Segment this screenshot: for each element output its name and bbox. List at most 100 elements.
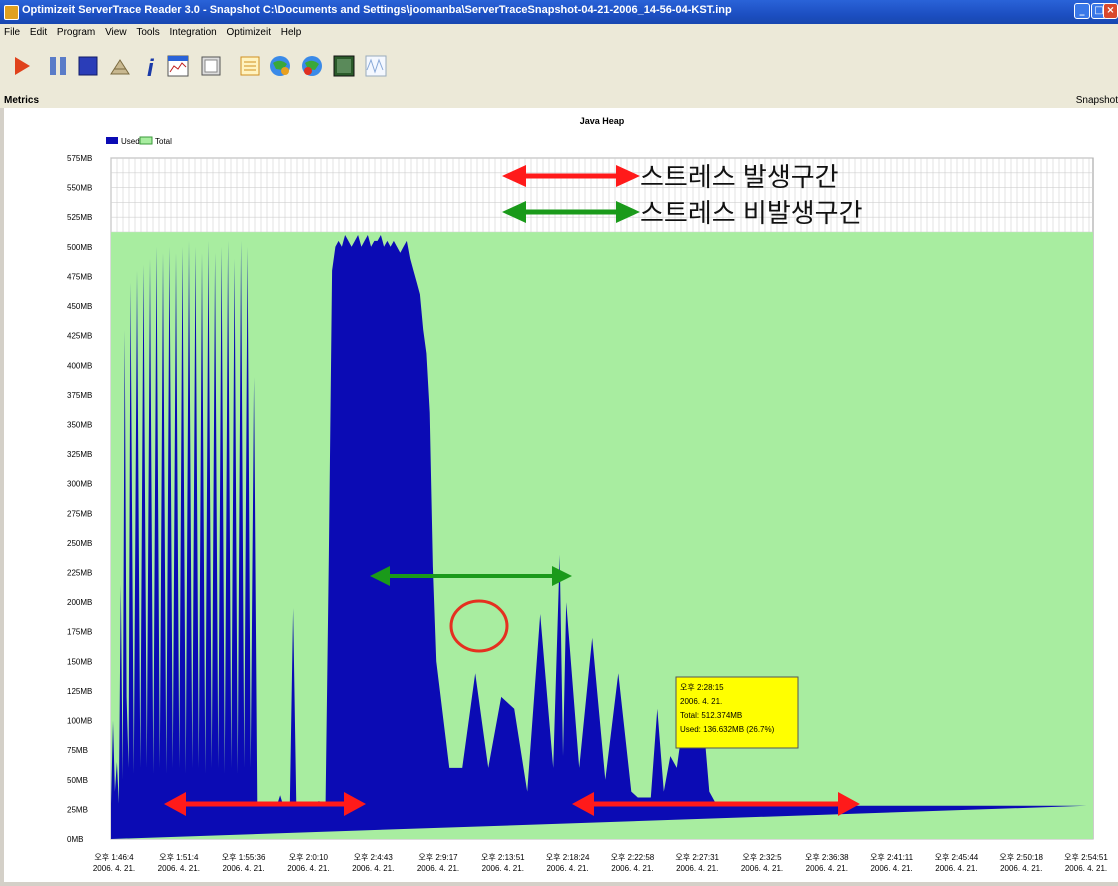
stress-arrow-bottom-left-rhead — [344, 792, 366, 816]
y-tick-label: 425MB — [67, 332, 92, 341]
metrics-bar: Metrics Snapshot — [0, 90, 1118, 108]
tooltip-line-3: Total: 512.374MB — [680, 711, 742, 720]
snapshot-icon[interactable] — [199, 54, 223, 78]
x-tick-time: 오후 2:32:5 — [742, 853, 782, 862]
y-tick-label: 500MB — [67, 243, 92, 252]
legend-used-label: Used — [121, 137, 140, 146]
y-tick-label: 200MB — [67, 598, 92, 607]
stress-arrow-top-left-head — [502, 165, 526, 187]
x-tick-time: 오후 2:18:24 — [546, 853, 590, 862]
y-tick-label: 225MB — [67, 569, 92, 578]
y-tick-label: 150MB — [67, 657, 92, 666]
menu-view[interactable]: View — [105, 27, 127, 38]
x-tick-date: 2006. 4. 21. — [611, 864, 653, 873]
play-icon[interactable] — [10, 54, 34, 78]
x-tick-date: 2006. 4. 21. — [158, 864, 200, 873]
menu-tools[interactable]: Tools — [136, 27, 160, 38]
monitor-icon[interactable] — [332, 54, 356, 78]
chart-title: Java Heap — [580, 116, 625, 126]
legend-used-swatch — [106, 137, 118, 144]
stop-icon[interactable] — [76, 54, 100, 78]
x-tick-time: 오후 2:50:18 — [999, 853, 1043, 862]
x-tick-date: 2006. 4. 21. — [806, 864, 848, 873]
menu-file[interactable]: File — [4, 27, 21, 38]
metrics-label: Metrics — [4, 95, 40, 106]
stress-arrow-top-right-head — [616, 165, 640, 187]
globe-refresh-icon[interactable] — [300, 54, 324, 78]
x-tick-time: 오후 2:9:17 — [418, 853, 458, 862]
chart-panel: Java Heap Used Total 0MB 25MB 50MB 75MB 100M… — [4, 108, 1118, 882]
nonstress-arrow-mid-right-head — [552, 566, 572, 586]
java-heap-chart: Java Heap Used Total 0MB 25MB 50MB 75MB 100M… — [67, 116, 1108, 873]
y-tick-label: 575MB — [67, 154, 92, 163]
y-tick-label: 50MB — [67, 776, 88, 785]
y-tick-label: 350MB — [67, 420, 92, 429]
used-area — [111, 235, 1087, 839]
stress-arrow-bottom-right-rhead — [838, 792, 860, 816]
y-tick-label: 525MB — [67, 213, 92, 222]
x-tick-date: 2006. 4. 21. — [741, 864, 783, 873]
y-tick-label: 0MB — [67, 835, 83, 844]
total-area — [111, 232, 1093, 839]
x-tick-time: 오후 2:13:51 — [481, 853, 525, 862]
menu-bar: File Edit Program View Tools Integration… — [0, 24, 1118, 42]
y-tick-label: 375MB — [67, 391, 92, 400]
menu-integration[interactable]: Integration — [169, 27, 217, 38]
x-tick-date: 2006. 4. 21. — [352, 864, 394, 873]
tooltip-line-2: 2006. 4. 21. — [680, 697, 722, 706]
x-tick-date: 2006. 4. 21. — [222, 864, 264, 873]
y-tick-label: 300MB — [67, 480, 92, 489]
tooltip-line-1: 오후 2:28:15 — [680, 683, 724, 692]
x-tick-time: 오후 2:27:31 — [675, 853, 719, 862]
menu-optimizeit[interactable]: Optimizeit — [226, 27, 271, 38]
stress-arrow-bottom-left-lhead — [164, 792, 186, 816]
globe-icon[interactable] — [268, 54, 292, 78]
tooltip: 오후 2:28:15 2006. 4. 21. Total: 512.374MB… — [675, 676, 799, 749]
legend-total-label: Total — [155, 137, 172, 146]
y-tick-label: 450MB — [67, 302, 92, 311]
x-tick-time: 오후 2:4:43 — [354, 853, 394, 862]
y-tick-label: 475MB — [67, 272, 92, 281]
y-tick-label: 25MB — [67, 805, 88, 814]
toolbar: i — [0, 42, 1118, 91]
stress-arrow-bottom-right-lhead — [572, 792, 594, 816]
window-title: Optimizeit ServerTrace Reader 3.0 - Snap… — [22, 4, 732, 16]
menu-edit[interactable]: Edit — [29, 27, 48, 38]
x-tick-date: 2006. 4. 21. — [546, 864, 588, 873]
y-tick-label: 250MB — [67, 539, 92, 548]
close-icon[interactable]: × — [1103, 3, 1118, 19]
info-icon[interactable]: i — [140, 54, 164, 78]
minimize-icon[interactable]: _ — [1074, 3, 1090, 19]
x-tick-date: 2006. 4. 21. — [1065, 864, 1107, 873]
x-tick-date: 2006. 4. 21. — [1000, 864, 1042, 873]
pause-icon[interactable] — [46, 54, 70, 78]
legend-total-swatch — [139, 136, 153, 145]
x-tick-date: 2006. 4. 21. — [93, 864, 135, 873]
stress-label: 스트레스 발생구간 — [640, 162, 839, 192]
snapshot-label: Snapshot — [1075, 95, 1118, 106]
spike-highlight-circle — [449, 599, 509, 653]
y-tick-label: 550MB — [67, 184, 92, 193]
nonstress-arrow-top-left-head — [502, 201, 526, 223]
settings-icon[interactable] — [108, 54, 132, 78]
x-tick-time: 오후 2:22:58 — [611, 853, 655, 862]
svg-text:i: i — [147, 55, 155, 78]
chart-window-icon[interactable] — [166, 54, 190, 78]
y-tick-label: 100MB — [67, 717, 92, 726]
x-tick-time: 오후 2:0:10 — [289, 853, 329, 862]
menu-program[interactable]: Program — [56, 27, 96, 38]
y-tick-label: 325MB — [67, 450, 92, 459]
waveform-icon[interactable] — [364, 54, 388, 78]
y-tick-label: 275MB — [67, 509, 92, 518]
x-tick-time: 오후 1:51:4 — [159, 853, 199, 862]
app-icon — [4, 5, 19, 20]
menu-help[interactable]: Help — [280, 27, 302, 38]
x-tick-date: 2006. 4. 21. — [417, 864, 459, 873]
x-tick-time: 오후 1:46:4 — [94, 853, 134, 862]
x-tick-date: 2006. 4. 21. — [676, 864, 718, 873]
nonstress-arrow-mid-left-head — [370, 566, 390, 586]
x-tick-date: 2006. 4. 21. — [482, 864, 524, 873]
x-tick-date: 2006. 4. 21. — [287, 864, 329, 873]
x-tick-time: 오후 2:36:38 — [805, 853, 849, 862]
list-icon[interactable] — [238, 54, 262, 78]
